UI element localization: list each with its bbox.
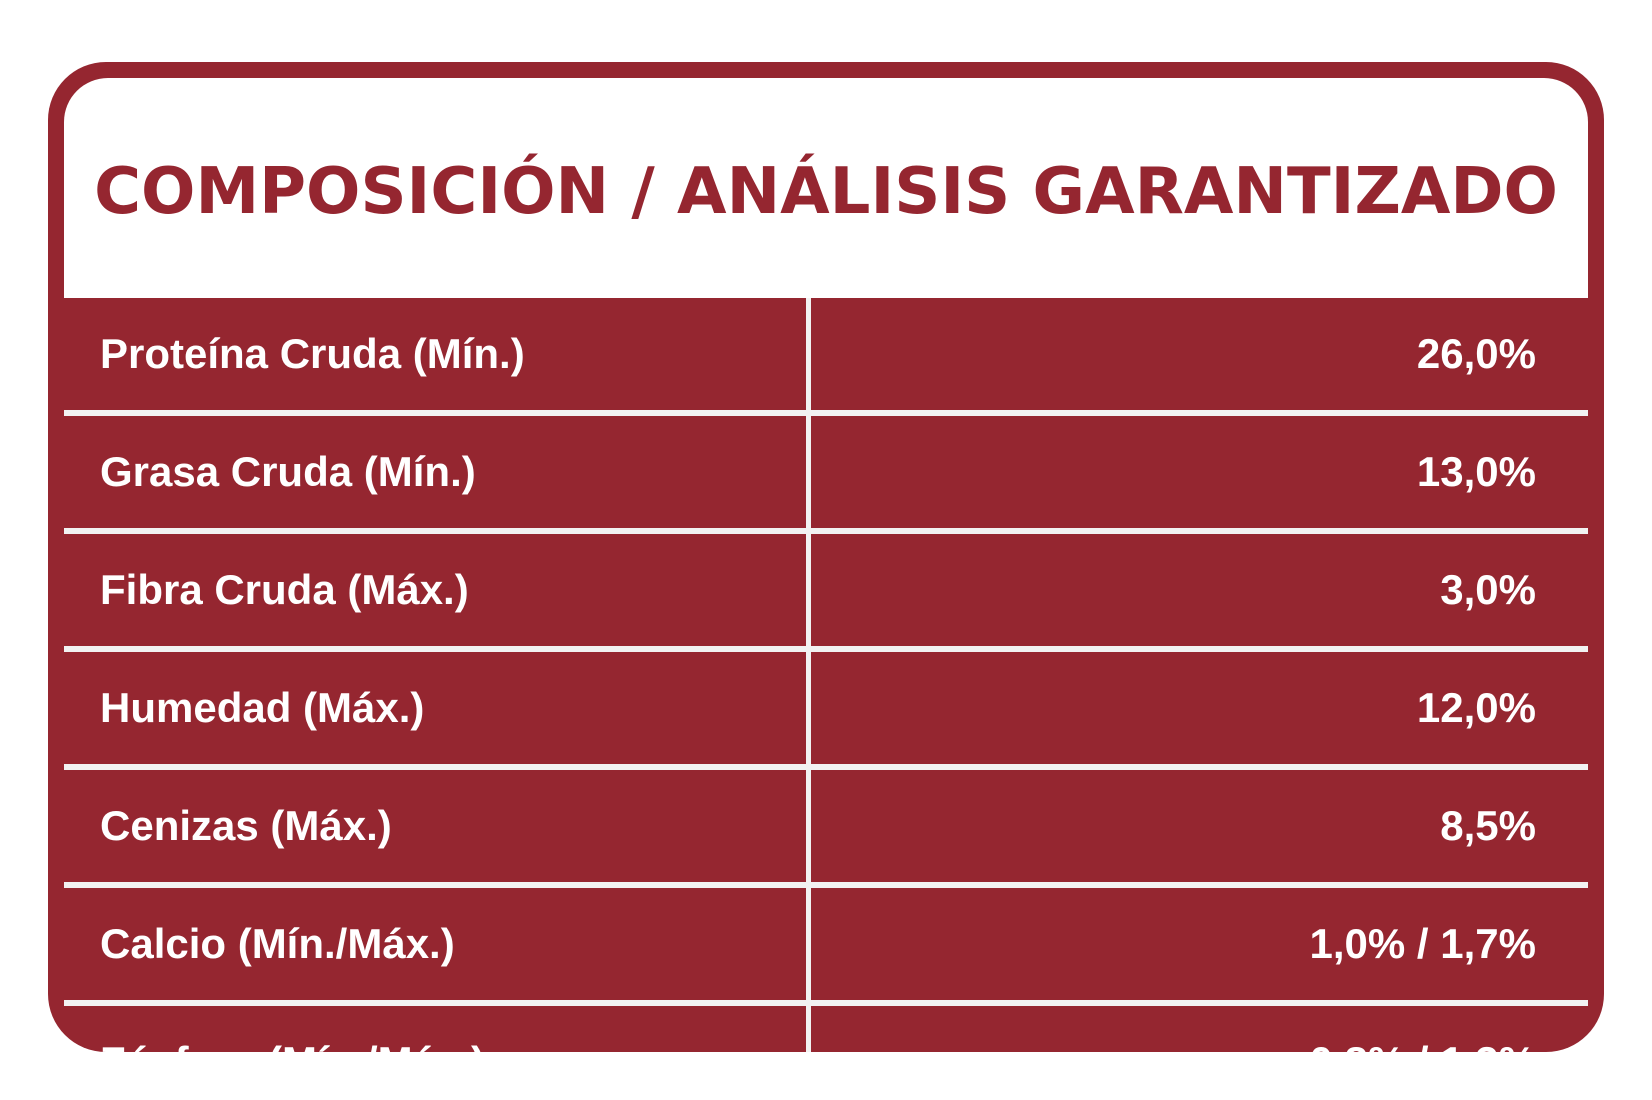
row-value: 3,0% bbox=[1440, 566, 1536, 613]
table-row: Fibra Cruda (Máx.) 3,0% bbox=[64, 534, 1588, 646]
row-divider bbox=[64, 882, 1588, 888]
table-row: Grasa Cruda (Mín.) 13,0% bbox=[64, 416, 1588, 528]
table-row: Humedad (Máx.) 12,0% bbox=[64, 652, 1588, 764]
title-box: COMPOSICIÓN / ANÁLISIS GARANTIZADO bbox=[64, 78, 1588, 298]
row-label: Humedad (Máx.) bbox=[100, 684, 425, 731]
row-divider bbox=[64, 646, 1588, 652]
row-label: Fósforo (Mín./Máx.) bbox=[100, 1006, 485, 1052]
table-title: COMPOSICIÓN / ANÁLISIS GARANTIZADO bbox=[94, 155, 1558, 229]
row-value: 1,0% / 1,7% bbox=[1309, 920, 1536, 967]
row-label: Calcio (Mín./Máx.) bbox=[100, 920, 455, 967]
row-value: 8,5% bbox=[1440, 802, 1536, 849]
table-row: Fósforo (Mín./Máx.) 0,8% / 1,3% bbox=[64, 1006, 1588, 1052]
row-label: Proteína Cruda (Mín.) bbox=[100, 330, 525, 377]
row-value: 13,0% bbox=[1416, 448, 1536, 495]
row-value: 0,8% / 1,3% bbox=[1310, 1006, 1536, 1052]
row-divider bbox=[64, 410, 1588, 416]
row-label: Cenizas (Máx.) bbox=[100, 802, 392, 849]
table-row: Proteína Cruda (Mín.) 26,0% bbox=[64, 298, 1588, 410]
row-value: 12,0% bbox=[1416, 684, 1536, 731]
row-divider bbox=[64, 1000, 1588, 1006]
row-label: Grasa Cruda (Mín.) bbox=[100, 448, 476, 495]
analysis-card: COMPOSICIÓN / ANÁLISIS GARANTIZADO Prote… bbox=[48, 62, 1604, 1052]
row-label: Fibra Cruda (Máx.) bbox=[100, 566, 469, 613]
analysis-table: Proteína Cruda (Mín.) 26,0% Grasa Cruda … bbox=[64, 298, 1588, 1052]
table-row: Calcio (Mín./Máx.) 1,0% / 1,7% bbox=[64, 888, 1588, 1000]
column-divider bbox=[806, 298, 811, 1052]
row-divider bbox=[64, 528, 1588, 534]
row-value: 26,0% bbox=[1416, 330, 1536, 377]
table-row: Cenizas (Máx.) 8,5% bbox=[64, 770, 1588, 882]
row-divider bbox=[64, 764, 1588, 770]
